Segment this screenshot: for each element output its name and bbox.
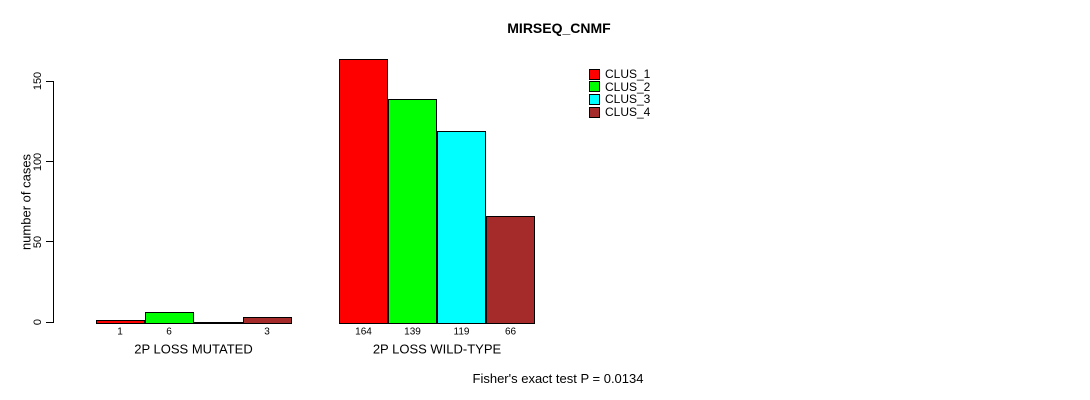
bar-value-label: 119 — [453, 326, 470, 337]
bar-clus-4-2p-loss-mutated — [242, 317, 292, 324]
y-axis-tick-label: 100 — [32, 152, 44, 171]
bar-value-label: 3 — [264, 326, 270, 337]
bar-clus-1-2p-loss-mutated — [95, 320, 145, 324]
legend-swatch-clus-4 — [589, 106, 600, 118]
legend-item-clus-1: CLUS_1 — [589, 67, 650, 81]
y-axis-tick — [46, 80, 53, 82]
y-axis-tick-label: 50 — [32, 235, 44, 249]
y-axis-tick-label: 0 — [32, 319, 44, 326]
stat-annotation: Fisher's exact test P = 0.0134 — [472, 371, 644, 386]
bar-clus-3-2p-loss-wild-type — [437, 130, 486, 324]
bar-value-label: 6 — [166, 326, 172, 337]
y-axis-tick — [46, 321, 53, 323]
y-axis-line — [53, 81, 54, 323]
bar-value-label: 164 — [355, 326, 372, 337]
y-axis-tick-label: 150 — [32, 72, 44, 91]
bar-value-label: 139 — [404, 326, 421, 337]
legend-label: CLUS_2 — [605, 79, 651, 94]
legend-item-clus-4: CLUS_4 — [589, 105, 650, 119]
bar-value-label: 1 — [117, 326, 123, 337]
bar-clus-1-2p-loss-wild-type — [339, 58, 388, 324]
legend: CLUS_1 CLUS_2 CLUS_3 CLUS_4 — [589, 67, 669, 122]
bar-clus-2-2p-loss-mutated — [144, 312, 194, 324]
bar-clus-2-2p-loss-wild-type — [388, 98, 437, 324]
legend-swatch-clus-2 — [589, 81, 600, 93]
bar-clus-4-2p-loss-wild-type — [486, 215, 535, 324]
y-axis-tick — [46, 161, 53, 163]
chart-title: MIRSEQ_CNMF — [507, 20, 611, 36]
x-group-label-2p-loss-wild-type: 2P LOSS WILD-TYPE — [372, 341, 502, 356]
y-axis-tick — [46, 241, 53, 243]
legend-swatch-clus-1 — [589, 68, 600, 80]
x-group-label-2p-loss-mutated: 2P LOSS MUTATED — [134, 341, 253, 356]
legend-swatch-clus-3 — [589, 93, 600, 105]
bar-clus-3-2p-loss-mutated — [193, 322, 243, 324]
legend-item-clus-2: CLUS_2 — [589, 80, 650, 94]
bar-value-label: 66 — [504, 326, 517, 337]
legend-label: CLUS_1 — [605, 67, 651, 81]
legend-label: CLUS_4 — [605, 105, 651, 120]
legend-item-clus-3: CLUS_3 — [589, 92, 650, 106]
legend-label: CLUS_3 — [605, 92, 651, 107]
